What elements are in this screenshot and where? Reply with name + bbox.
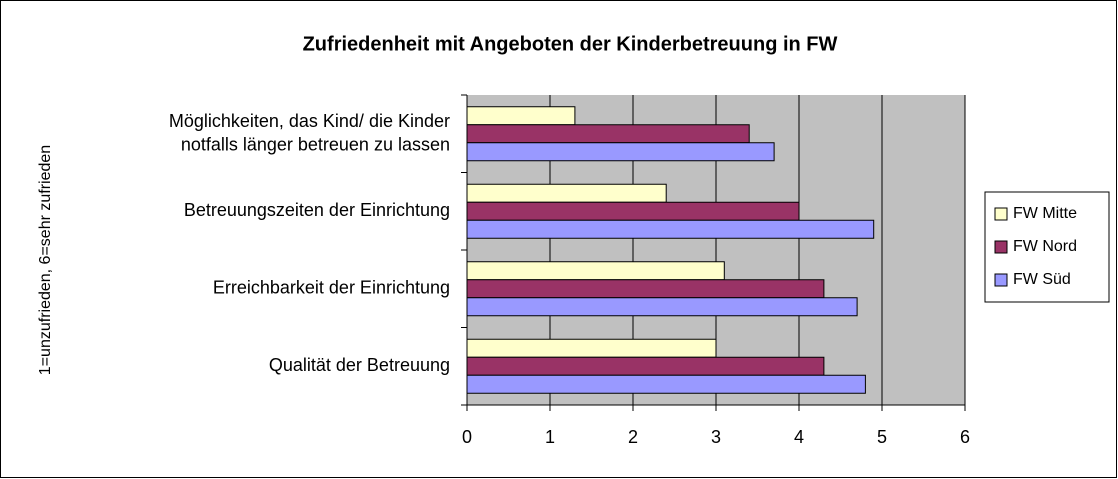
bar [466,261,725,281]
chart-title: Zufriedenheit mit Angeboten der Kinderbe… [303,33,838,55]
legend-swatch [994,207,1008,221]
bar [466,338,717,358]
x-tick-label: 4 [794,427,804,447]
bar [466,183,667,203]
y-tick-label: Erreichbarkeit der Einrichtung [213,278,450,298]
x-tick-label: 6 [960,427,970,447]
y-axis-label: 1=unzufrieden, 6=sehr zufrieden [37,145,54,375]
x-tick-label: 0 [462,427,472,447]
legend-label: FW Mitte [1013,205,1077,222]
legend-swatch [994,240,1008,254]
x-tick-label: 1 [545,427,555,447]
bar [466,356,825,376]
bar [466,297,858,317]
legend-swatch [994,273,1008,287]
x-tick-label: 5 [877,427,887,447]
bar [466,106,576,126]
bar [466,142,775,162]
x-tick-label: 3 [711,427,721,447]
y-tick-label: Qualität der Betreuung [269,355,450,375]
bar [466,201,800,221]
legend-label: FW Nord [1013,238,1077,255]
bar [466,374,866,394]
x-tick-label: 2 [628,427,638,447]
y-tick-label: Möglichkeiten, das Kind/ die Kinder notfa… [169,111,450,154]
bar [466,124,750,144]
legend-label: FW Süd [1013,271,1071,288]
y-tick-label: Betreuungszeiten der Einrichtung [184,200,450,220]
bar [466,219,875,239]
bar [466,279,825,299]
